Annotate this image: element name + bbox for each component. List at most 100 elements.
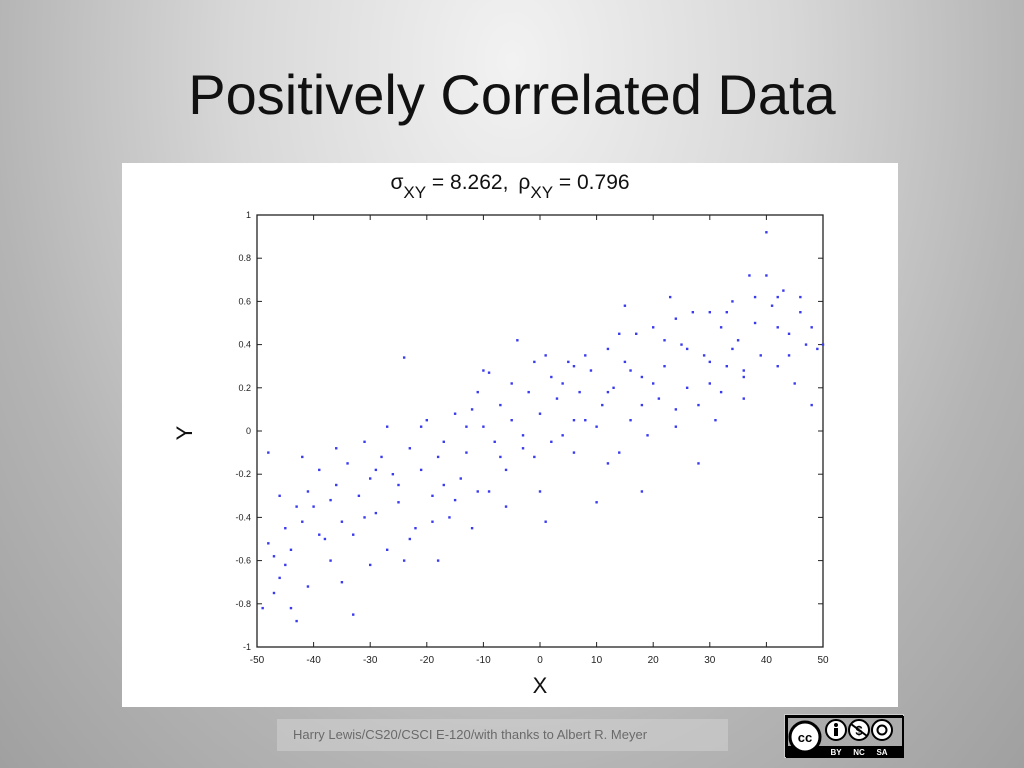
data-point <box>776 365 779 368</box>
data-point <box>453 498 457 502</box>
data-point <box>284 563 287 567</box>
data-point <box>436 559 440 562</box>
data-point <box>725 311 728 314</box>
data-point <box>521 434 525 437</box>
data-point <box>663 365 666 368</box>
data-point <box>448 516 451 519</box>
data-point <box>425 419 428 422</box>
y-tick-label: -0.4 <box>235 512 251 522</box>
data-point <box>431 520 434 523</box>
data-point <box>538 490 542 493</box>
data-point <box>731 300 734 303</box>
y-tick-label: 0 <box>246 426 251 436</box>
by-icon <box>825 719 847 741</box>
x-tick-label: -50 <box>250 655 265 666</box>
data-point <box>748 274 751 277</box>
data-point <box>561 434 564 437</box>
data-point <box>674 317 678 320</box>
data-point <box>731 347 734 351</box>
data-points <box>261 231 825 623</box>
data-point <box>668 295 672 299</box>
data-point <box>442 483 445 487</box>
data-point <box>499 455 502 459</box>
data-point <box>493 440 496 443</box>
data-point <box>635 332 638 335</box>
data-point <box>606 390 610 394</box>
data-point <box>340 581 344 584</box>
data-point <box>584 354 587 357</box>
data-point <box>736 339 740 342</box>
y-tick-label: 0.6 <box>238 296 251 306</box>
data-point <box>369 477 372 480</box>
data-point <box>306 490 310 493</box>
y-tick-label: -1 <box>243 642 251 652</box>
data-point <box>431 494 434 497</box>
data-point <box>374 511 378 515</box>
data-point <box>821 343 825 346</box>
data-point <box>742 369 745 372</box>
data-point <box>629 419 632 422</box>
data-point <box>397 483 400 487</box>
data-point <box>810 326 813 329</box>
data-point <box>284 527 287 530</box>
data-point <box>527 390 530 394</box>
data-point <box>550 375 553 379</box>
y-tick-label: 0.8 <box>238 253 251 263</box>
x-tick-label: 50 <box>817 655 829 666</box>
data-point <box>499 403 502 407</box>
data-point <box>544 520 547 523</box>
data-point <box>301 455 304 459</box>
data-point <box>357 494 361 497</box>
data-point <box>674 408 678 411</box>
x-axis-label: X <box>533 673 548 698</box>
data-point <box>793 382 796 385</box>
data-point <box>363 440 366 443</box>
data-point <box>719 390 723 394</box>
data-point <box>476 490 479 493</box>
data-point <box>504 468 508 472</box>
data-point <box>510 382 513 385</box>
x-tick-label: 20 <box>648 655 660 666</box>
data-point <box>533 360 536 364</box>
data-point <box>685 386 689 389</box>
data-point <box>516 339 519 342</box>
data-point <box>567 360 570 364</box>
data-point <box>787 332 791 335</box>
data-point <box>510 419 513 422</box>
data-point <box>640 403 644 407</box>
plot-frame <box>256 214 824 648</box>
data-point <box>612 386 615 389</box>
data-point <box>663 339 666 342</box>
data-point <box>804 343 808 346</box>
data-point <box>402 559 406 562</box>
data-point <box>657 397 661 400</box>
chart-title-sigma-value: = 8.262, <box>426 171 508 194</box>
y-tick-label: 0.4 <box>238 340 251 350</box>
data-point <box>595 501 598 504</box>
data-point <box>584 419 587 422</box>
data-point <box>595 425 598 428</box>
data-point <box>329 559 332 562</box>
data-point <box>538 412 542 415</box>
y-tick-label: 1 <box>246 210 251 220</box>
data-point <box>414 527 417 530</box>
data-point <box>765 274 768 277</box>
data-point <box>470 527 474 530</box>
data-point <box>725 365 728 368</box>
data-point <box>272 555 276 558</box>
chart-title-rho: ρ <box>518 171 530 194</box>
data-point <box>436 455 440 459</box>
footer-bar <box>277 719 728 751</box>
data-point <box>572 451 576 454</box>
data-point <box>652 326 655 329</box>
x-tick-label: 10 <box>591 655 603 666</box>
data-point <box>453 412 457 415</box>
data-point <box>640 490 644 493</box>
data-point <box>487 371 491 374</box>
x-tick-label: -40 <box>306 655 321 666</box>
data-point <box>708 382 711 385</box>
data-point <box>459 477 462 480</box>
x-tick-label: -10 <box>476 655 491 666</box>
data-point <box>289 606 293 610</box>
slide-title: Positively Correlated Data <box>188 63 836 126</box>
